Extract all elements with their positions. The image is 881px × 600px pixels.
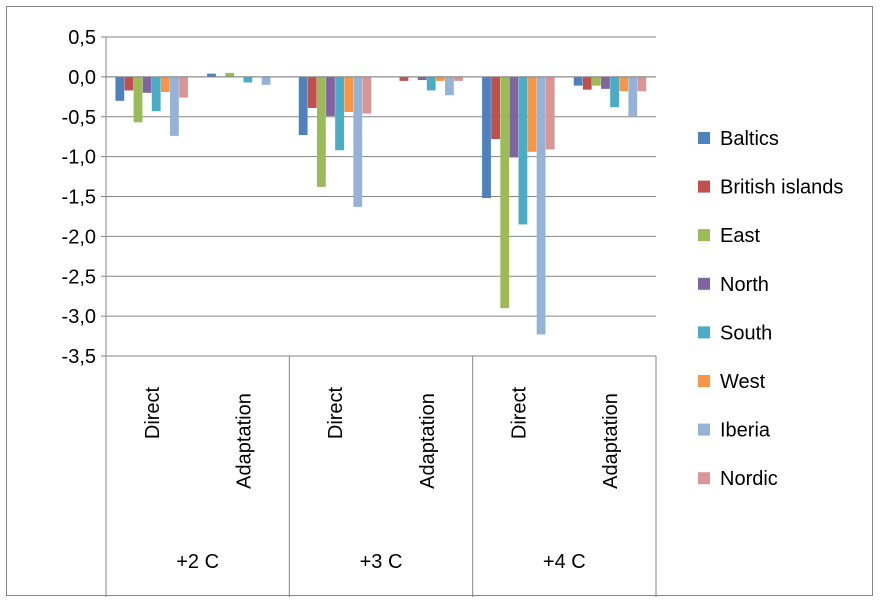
bar <box>628 76 638 116</box>
y-tick-label: -3,0 <box>62 306 96 328</box>
bar <box>482 76 491 199</box>
legend-swatch <box>698 423 710 436</box>
category-label: Adaptation <box>600 393 622 489</box>
bar <box>527 76 537 152</box>
legend-label: West <box>720 371 766 393</box>
category-label: Adaptation <box>234 393 256 489</box>
bar <box>316 76 326 187</box>
bar <box>151 76 161 112</box>
bar <box>610 76 619 108</box>
category-label: Direct <box>325 386 347 439</box>
axes <box>101 36 657 597</box>
bar <box>207 73 216 77</box>
y-tick-label: -1,0 <box>62 147 96 169</box>
y-tick-label: 0,0 <box>68 67 96 89</box>
y-tick-label: -0,5 <box>62 107 96 129</box>
legend-swatch <box>698 375 710 387</box>
gridlines <box>106 36 656 357</box>
bar <box>417 76 427 81</box>
category-label: Direct <box>142 386 164 439</box>
bar <box>573 76 583 86</box>
bar <box>142 76 152 93</box>
legend-label: Iberia <box>720 420 771 442</box>
category-label: Adaptation <box>417 393 439 489</box>
bar <box>133 76 143 123</box>
y-axis-tick-labels: 0,5 0,0 -0,5 -1,0 -1,5 -2,0 -2,5 -3,0 -3,5 <box>62 27 96 368</box>
y-tick-label: -3,5 <box>62 346 96 368</box>
legend: Baltics British islands East North South West… <box>698 128 843 490</box>
bar <box>509 76 519 158</box>
bar <box>335 76 344 151</box>
bar <box>426 76 436 91</box>
bar <box>435 76 445 81</box>
bar <box>124 76 134 91</box>
group-label: +2 C <box>176 551 219 573</box>
chart-frame: 0,5 0,0 -0,5 -1,0 -1,5 -2,0 -2,5 -3,0 -3,5 Direc… <box>6 6 873 597</box>
bars <box>115 72 647 335</box>
bar <box>601 76 610 89</box>
bar <box>536 76 546 335</box>
y-tick-label: -2,0 <box>62 226 96 248</box>
legend-label: Nordic <box>720 468 778 490</box>
bar <box>399 76 409 81</box>
bar <box>491 76 500 140</box>
legend-label: Baltics <box>720 128 779 150</box>
bar <box>637 76 647 92</box>
bar <box>261 76 271 85</box>
category-label: Direct <box>509 386 531 439</box>
y-tick-label: 0,5 <box>68 27 96 49</box>
legend-label: East <box>720 225 760 247</box>
bar <box>170 76 179 136</box>
bar <box>326 76 335 116</box>
bar <box>619 76 629 92</box>
legend-swatch <box>698 277 710 290</box>
x-axis-labels: Direct Adaptation Direct Adaptation Direct Ad… <box>142 386 622 573</box>
legend-label: British islands <box>720 177 843 199</box>
group-label: +4 C <box>543 551 586 573</box>
legend-swatch <box>698 326 710 339</box>
legend-swatch <box>698 229 710 242</box>
bar <box>591 76 601 86</box>
bar <box>160 76 170 93</box>
bar <box>243 76 253 83</box>
bar <box>179 76 188 98</box>
legend-label: South <box>720 322 772 344</box>
bar <box>298 76 308 136</box>
legend-swatch <box>698 132 710 144</box>
bar <box>445 76 454 96</box>
bar <box>454 76 463 81</box>
bar <box>115 76 125 101</box>
bar <box>344 76 354 112</box>
bar <box>307 76 317 108</box>
bar <box>518 76 528 225</box>
legend-swatch <box>698 472 710 485</box>
bar <box>545 76 555 150</box>
bar <box>225 72 235 77</box>
bar <box>353 76 363 207</box>
bar <box>362 76 372 114</box>
bar-chart: 0,5 0,0 -0,5 -1,0 -1,5 -2,0 -2,5 -3,0 -3,5 Direc… <box>62 27 843 597</box>
bar <box>582 76 592 90</box>
y-tick-label: -1,5 <box>62 187 96 209</box>
legend-swatch <box>698 180 710 193</box>
y-tick-label: -2,5 <box>62 266 96 288</box>
group-label: +3 C <box>360 551 403 573</box>
legend-label: North <box>720 274 769 296</box>
bar <box>500 76 510 309</box>
